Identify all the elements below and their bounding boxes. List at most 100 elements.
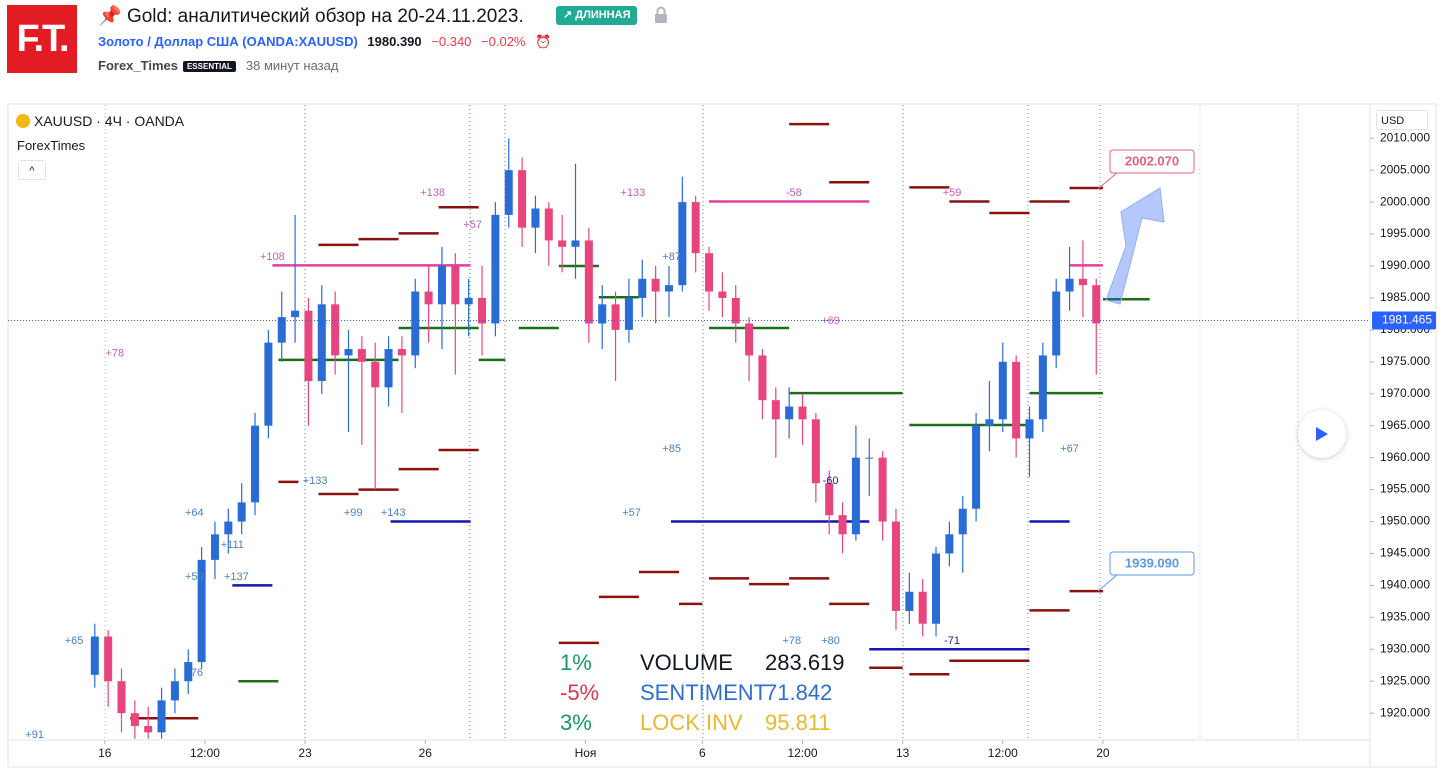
- callout-box: [1109, 149, 1195, 174]
- x-tick-label: 20: [1096, 746, 1110, 760]
- y-tick-label: 1940.000: [1380, 578, 1430, 592]
- candle-body: [384, 349, 393, 388]
- last-price-box: [1372, 311, 1436, 330]
- candle-body: [317, 304, 326, 381]
- y-tick-label: 1945.000: [1380, 546, 1430, 560]
- stat-name: SENTIMENT: [640, 680, 768, 705]
- stat-value: 71.842: [765, 680, 833, 705]
- candle-body: [705, 253, 714, 292]
- callout-pointer: [1097, 171, 1130, 190]
- idea-title: 📌 Gold: аналитический обзор на 20-24.11.…: [98, 4, 524, 28]
- level-annotation: +137: [224, 571, 249, 583]
- stat-name: LOCK INV: [640, 710, 743, 735]
- candle-body: [571, 240, 580, 247]
- y-tick-label: 2010.000: [1380, 130, 1430, 144]
- candle-body: [972, 425, 981, 509]
- level-annotation: +64: [185, 507, 204, 519]
- candle-body: [1025, 419, 1034, 439]
- candle-body: [331, 304, 340, 356]
- price: 1980.390: [367, 34, 422, 49]
- level-annotation: +99: [344, 507, 363, 519]
- level-annotation: +108: [260, 251, 285, 263]
- level-annotation: +87: [662, 251, 681, 263]
- candle-body: [478, 297, 487, 324]
- candle-body: [491, 214, 500, 324]
- candle-body: [825, 483, 834, 516]
- candle-body: [851, 457, 860, 535]
- currency[interactable]: USD: [1376, 110, 1428, 130]
- candle-body: [451, 265, 460, 305]
- candle-body: [998, 361, 1007, 420]
- author[interactable]: Forex_Times: [98, 58, 178, 73]
- symbol-line: Золото / Доллар США (OANDA:XAUUSD) 1980.…: [98, 34, 551, 50]
- callout-box: [1109, 551, 1195, 576]
- y-tick-label: 2000.000: [1380, 194, 1430, 208]
- x-tick-label: 12:00: [787, 746, 817, 760]
- level-annotation: -58: [786, 187, 802, 199]
- candle-body: [357, 349, 366, 362]
- candle-body: [584, 240, 593, 324]
- level-annotation: +59: [185, 571, 204, 583]
- candle-body: [638, 278, 647, 298]
- alert-icon[interactable]: ⏰: [535, 34, 552, 49]
- symbol-code[interactable]: (OANDA:XAUUSD): [242, 34, 358, 49]
- candle-body: [558, 240, 567, 247]
- stat-value: 95.811: [765, 710, 831, 735]
- candle-body: [304, 310, 313, 381]
- candle-body: [932, 553, 941, 624]
- y-tick-label: 1925.000: [1380, 673, 1430, 687]
- x-tick-label: 6: [699, 746, 706, 760]
- x-tick-label: 16: [98, 746, 112, 760]
- y-tick-label: 1950.000: [1380, 514, 1430, 528]
- candle-body: [758, 355, 767, 401]
- level-annotation: -71: [944, 635, 960, 647]
- candle-body: [237, 502, 246, 522]
- candle-body: [838, 515, 847, 535]
- level-annotation: +59: [943, 187, 962, 199]
- collapse-button[interactable]: ^: [18, 160, 46, 180]
- candle-body: [184, 662, 193, 682]
- title-text: Gold: аналитический обзор на 20-24.11.20…: [126, 6, 524, 27]
- candle-body: [397, 349, 406, 356]
- play-button[interactable]: [1298, 410, 1346, 458]
- symbol-icon: [16, 114, 30, 128]
- candle-body: [678, 202, 687, 286]
- candle-body: [731, 297, 740, 324]
- candle-body: [504, 170, 513, 215]
- y-tick-label: 2005.000: [1380, 162, 1430, 176]
- level-annotation: +80: [821, 635, 840, 647]
- candle-body: [811, 419, 820, 484]
- chart-legend: XAUUSD · 4Ч · OANDA: [16, 113, 184, 129]
- lock-icon: [655, 6, 667, 23]
- y-tick-label: 1995.000: [1380, 226, 1430, 240]
- candle-body: [865, 457, 874, 459]
- candle-body: [891, 521, 900, 611]
- candle-body: [691, 202, 700, 254]
- plot-area: +78 +65 +91 +64 +111 +59 +137 76 +108 +133 +99 +143…: [25, 122, 1150, 740]
- symbol-name[interactable]: Золото / Доллар США: [98, 34, 239, 49]
- candle-body: [437, 265, 446, 305]
- stat-percent: 3%: [560, 710, 592, 735]
- y-tick-label: 1970.000: [1380, 386, 1430, 400]
- candle-body: [224, 521, 233, 535]
- candle-body: [210, 534, 219, 560]
- callout-label: 1939.090: [1125, 555, 1179, 570]
- candle-body: [958, 508, 967, 535]
- y-tick-label: 1965.000: [1380, 418, 1430, 432]
- candle-body: [624, 297, 633, 330]
- y-tick-label: 1920.000: [1380, 705, 1430, 719]
- arrow-icon: ↗: [563, 9, 576, 21]
- x-tick-label: 23: [298, 746, 312, 760]
- candle-body: [611, 304, 620, 330]
- y-tick-label: 1930.000: [1380, 641, 1430, 655]
- logo[interactable]: F.T.: [7, 5, 77, 73]
- level-annotation: +138: [420, 187, 445, 199]
- candle-body: [945, 534, 954, 554]
- pin-icon: 📌: [98, 6, 127, 27]
- indicator-name: ForexTimes: [17, 138, 86, 153]
- level-annotation: +133: [621, 187, 646, 199]
- candle-body: [170, 681, 179, 701]
- direction-badge[interactable]: ↗ ДЛИННАЯ: [556, 6, 638, 25]
